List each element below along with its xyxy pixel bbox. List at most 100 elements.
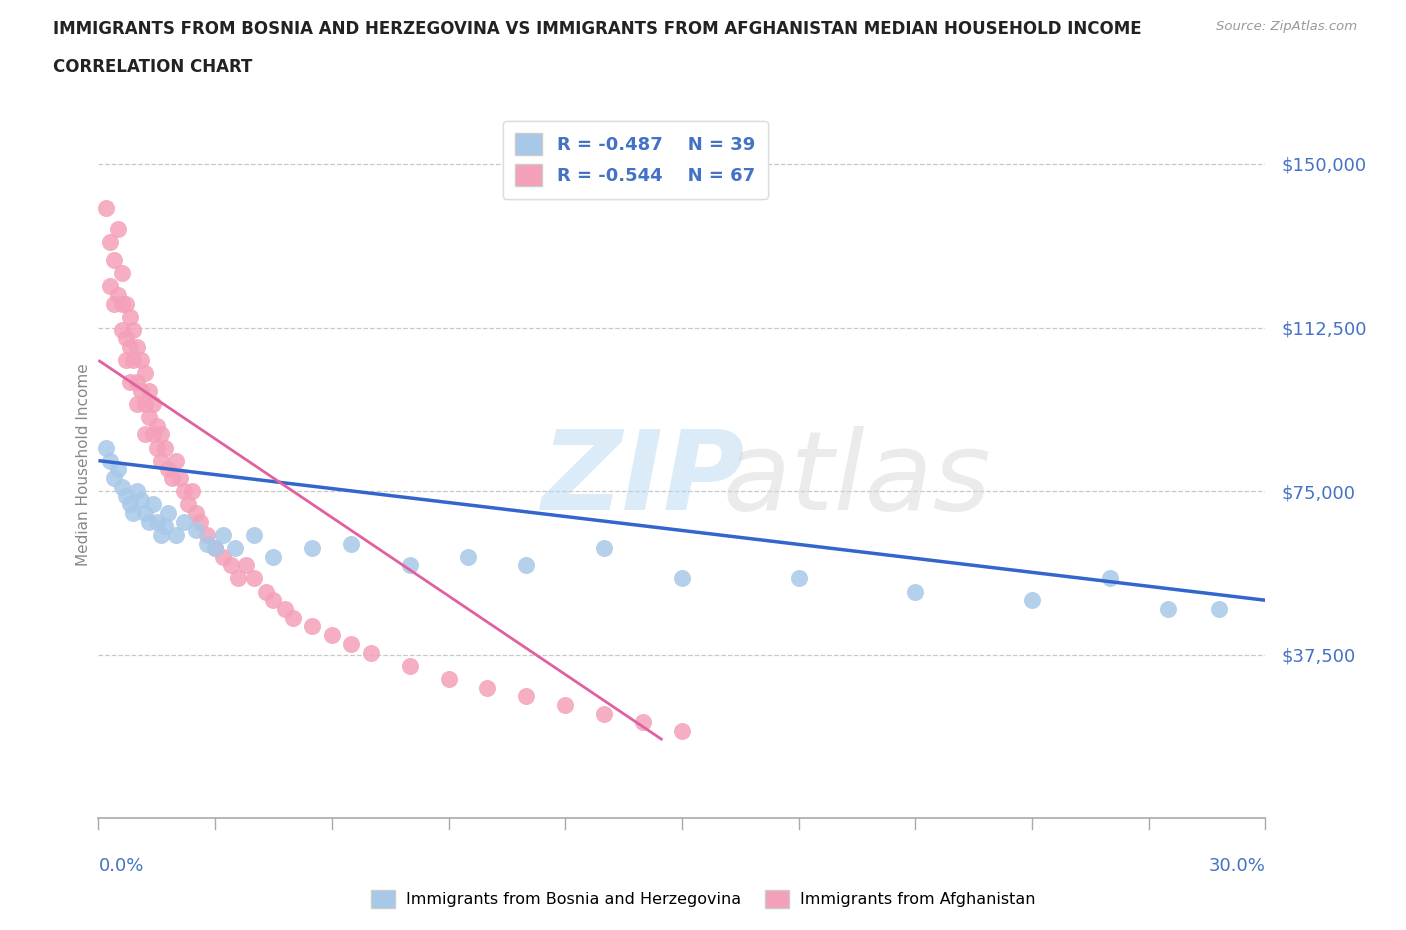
Point (274, 602, 297, 617)
Point (1021, 592, 1043, 607)
Point (103, 253, 125, 268)
Point (142, 427, 165, 442)
Text: ZIP: ZIP (541, 426, 745, 533)
Point (127, 396, 149, 411)
Point (122, 352, 145, 367)
Point (204, 540, 226, 555)
Point (157, 462, 180, 477)
Point (360, 645, 382, 660)
Point (1208, 602, 1230, 617)
Point (149, 453, 172, 468)
Point (134, 365, 156, 380)
Point (235, 558, 257, 573)
Point (301, 619, 323, 634)
Text: 30.0%: 30.0% (1209, 857, 1265, 875)
Point (129, 493, 152, 508)
Point (904, 584, 927, 599)
Point (111, 479, 134, 494)
Point (153, 440, 176, 455)
Point (184, 523, 207, 538)
Point (321, 628, 343, 643)
Point (114, 331, 136, 346)
Text: atlas: atlas (723, 426, 991, 533)
Legend: Immigrants from Bosnia and Herzegovina, Immigrants from Afghanistan: Immigrants from Bosnia and Herzegovina, … (364, 884, 1042, 914)
Point (1157, 602, 1180, 617)
Point (118, 375, 141, 390)
Point (593, 540, 616, 555)
Point (515, 558, 537, 573)
Point (398, 658, 420, 673)
Point (157, 506, 180, 521)
Point (281, 610, 304, 625)
Point (184, 506, 207, 521)
Point (593, 706, 616, 721)
Point (111, 266, 134, 281)
Point (98, 279, 121, 294)
Text: Source: ZipAtlas.com: Source: ZipAtlas.com (1216, 20, 1357, 33)
Point (228, 571, 250, 586)
Point (96, 200, 118, 215)
Point (477, 680, 499, 695)
Point (127, 484, 149, 498)
Point (340, 636, 363, 651)
Legend: R = -0.487    N = 39, R = -0.544    N = 67: R = -0.487 N = 39, R = -0.544 N = 67 (503, 121, 768, 199)
Point (254, 584, 277, 599)
Point (96, 440, 118, 455)
Point (114, 488, 136, 503)
Point (111, 323, 134, 338)
Point (127, 339, 149, 354)
Point (301, 540, 323, 555)
Point (103, 296, 125, 311)
Point (114, 296, 136, 311)
Point (219, 558, 242, 573)
Point (107, 222, 129, 237)
Point (98, 235, 121, 250)
Text: 0.0%: 0.0% (98, 857, 143, 875)
Point (671, 724, 693, 738)
Text: IMMIGRANTS FROM BOSNIA AND HERZEGOVINA VS IMMIGRANTS FROM AFGHANISTAN MEDIAN HOU: IMMIGRANTS FROM BOSNIA AND HERZEGOVINA V… (53, 20, 1142, 38)
Point (224, 540, 246, 555)
Point (142, 497, 165, 512)
Point (98, 453, 121, 468)
Point (631, 715, 654, 730)
Point (107, 287, 129, 302)
Point (111, 296, 134, 311)
Point (671, 571, 693, 586)
Point (138, 383, 160, 398)
Point (118, 309, 141, 324)
Point (262, 592, 284, 607)
Point (180, 484, 202, 498)
Point (457, 550, 479, 565)
Point (1098, 571, 1121, 586)
Point (138, 409, 160, 424)
Point (103, 471, 125, 485)
Point (153, 519, 176, 534)
Point (107, 462, 129, 477)
Point (149, 527, 172, 542)
Point (127, 375, 149, 390)
Point (134, 427, 156, 442)
Point (787, 571, 810, 586)
Point (262, 550, 284, 565)
Point (146, 418, 169, 433)
Point (195, 536, 218, 551)
Point (340, 536, 363, 551)
Point (195, 527, 218, 542)
Point (177, 497, 200, 512)
Point (173, 484, 195, 498)
Point (118, 339, 141, 354)
Point (398, 558, 420, 573)
Point (162, 471, 184, 485)
Point (146, 440, 169, 455)
Point (129, 383, 152, 398)
Point (515, 689, 537, 704)
Point (437, 671, 460, 686)
Point (243, 571, 266, 586)
Point (212, 550, 235, 565)
Point (129, 352, 152, 367)
Point (169, 471, 191, 485)
Point (173, 514, 195, 529)
Text: CORRELATION CHART: CORRELATION CHART (53, 58, 253, 75)
Point (134, 506, 156, 521)
Point (554, 698, 576, 712)
